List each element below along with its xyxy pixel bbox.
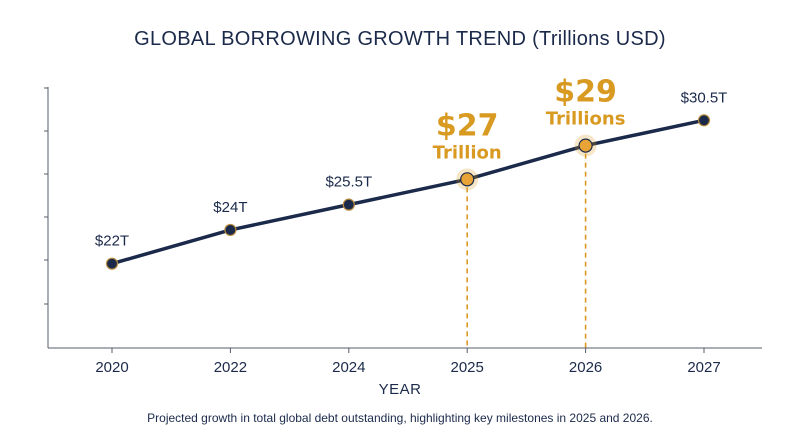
x-tick-label-2027: 2027 bbox=[687, 359, 720, 376]
highlight-unit-2025: Trillion bbox=[433, 142, 502, 163]
chart-caption: Projected growth in total global debt ou… bbox=[147, 411, 653, 425]
highlight-value-2026: $29 bbox=[554, 75, 617, 110]
highlight-value-2025: $27 bbox=[436, 108, 499, 143]
series-line bbox=[110, 118, 706, 266]
data-point-2022 bbox=[224, 223, 237, 237]
x-tick-label-2026: 2026 bbox=[569, 359, 602, 376]
x-tick-label-2020: 2020 bbox=[95, 359, 128, 376]
chart-title-main: GLOBAL BORROWING GROWTH TREND bbox=[134, 28, 527, 50]
data-label-2022: $24T bbox=[213, 199, 247, 216]
highlight-unit-2026: Trillions bbox=[546, 109, 626, 130]
data-label-2020: $22T bbox=[95, 233, 129, 250]
data-point-2020 bbox=[105, 257, 119, 270]
x-tick-label-2022: 2022 bbox=[214, 359, 247, 376]
data-point-2026 bbox=[578, 138, 593, 153]
x-axis-title: YEAR bbox=[379, 381, 422, 398]
x-tick-label-2024: 2024 bbox=[332, 359, 365, 376]
data-label-2024: $25.5T bbox=[325, 174, 372, 191]
chart-title-unit: (Trillions USD) bbox=[532, 28, 666, 50]
data-point-2025 bbox=[460, 172, 475, 187]
x-tick-label-2025: 2025 bbox=[451, 359, 484, 376]
data-point-2027 bbox=[697, 114, 711, 127]
data-label-2027: $30.5T bbox=[681, 89, 728, 106]
chart-title: GLOBAL BORROWING GROWTH TREND (Trillions… bbox=[0, 28, 800, 51]
data-point-2024 bbox=[342, 198, 355, 211]
